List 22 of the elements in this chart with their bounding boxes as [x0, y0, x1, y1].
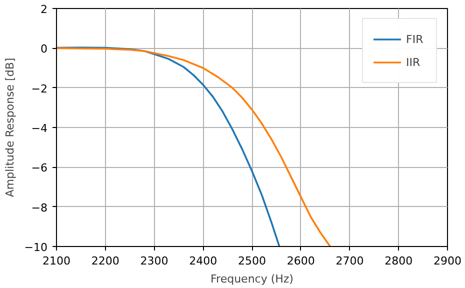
x-tick-label: 2700: [336, 254, 364, 268]
x-tick-label: 2400: [189, 254, 218, 268]
y-tick-label: 2: [40, 3, 48, 16]
x-tick-label: 2900: [434, 254, 462, 268]
x-axis-title: Frequency (Hz): [210, 272, 294, 286]
line-series: [56, 46, 280, 246]
legend-label: IIR: [406, 56, 422, 68]
y-tick-label: −4: [31, 122, 48, 135]
legend-label: FIR: [406, 32, 424, 46]
x-tick-label: 2800: [384, 254, 413, 268]
y-tick-label: 0: [40, 42, 48, 56]
y-axis-title: Amplitude Response [dB]: [3, 58, 16, 198]
y-tick-label: −8: [31, 201, 48, 214]
x-tick-label: 2500: [238, 254, 266, 268]
x-tick-label: 2100: [42, 254, 71, 268]
y-tick-label: −10: [24, 241, 48, 254]
y-tick-label: −6: [31, 162, 48, 175]
y-tick-label: −2: [31, 82, 48, 96]
x-tick-label: 2200: [91, 254, 120, 268]
x-tick-label: 2600: [286, 254, 315, 268]
line-series: [56, 47, 332, 246]
x-tick-label: 2300: [140, 254, 168, 268]
